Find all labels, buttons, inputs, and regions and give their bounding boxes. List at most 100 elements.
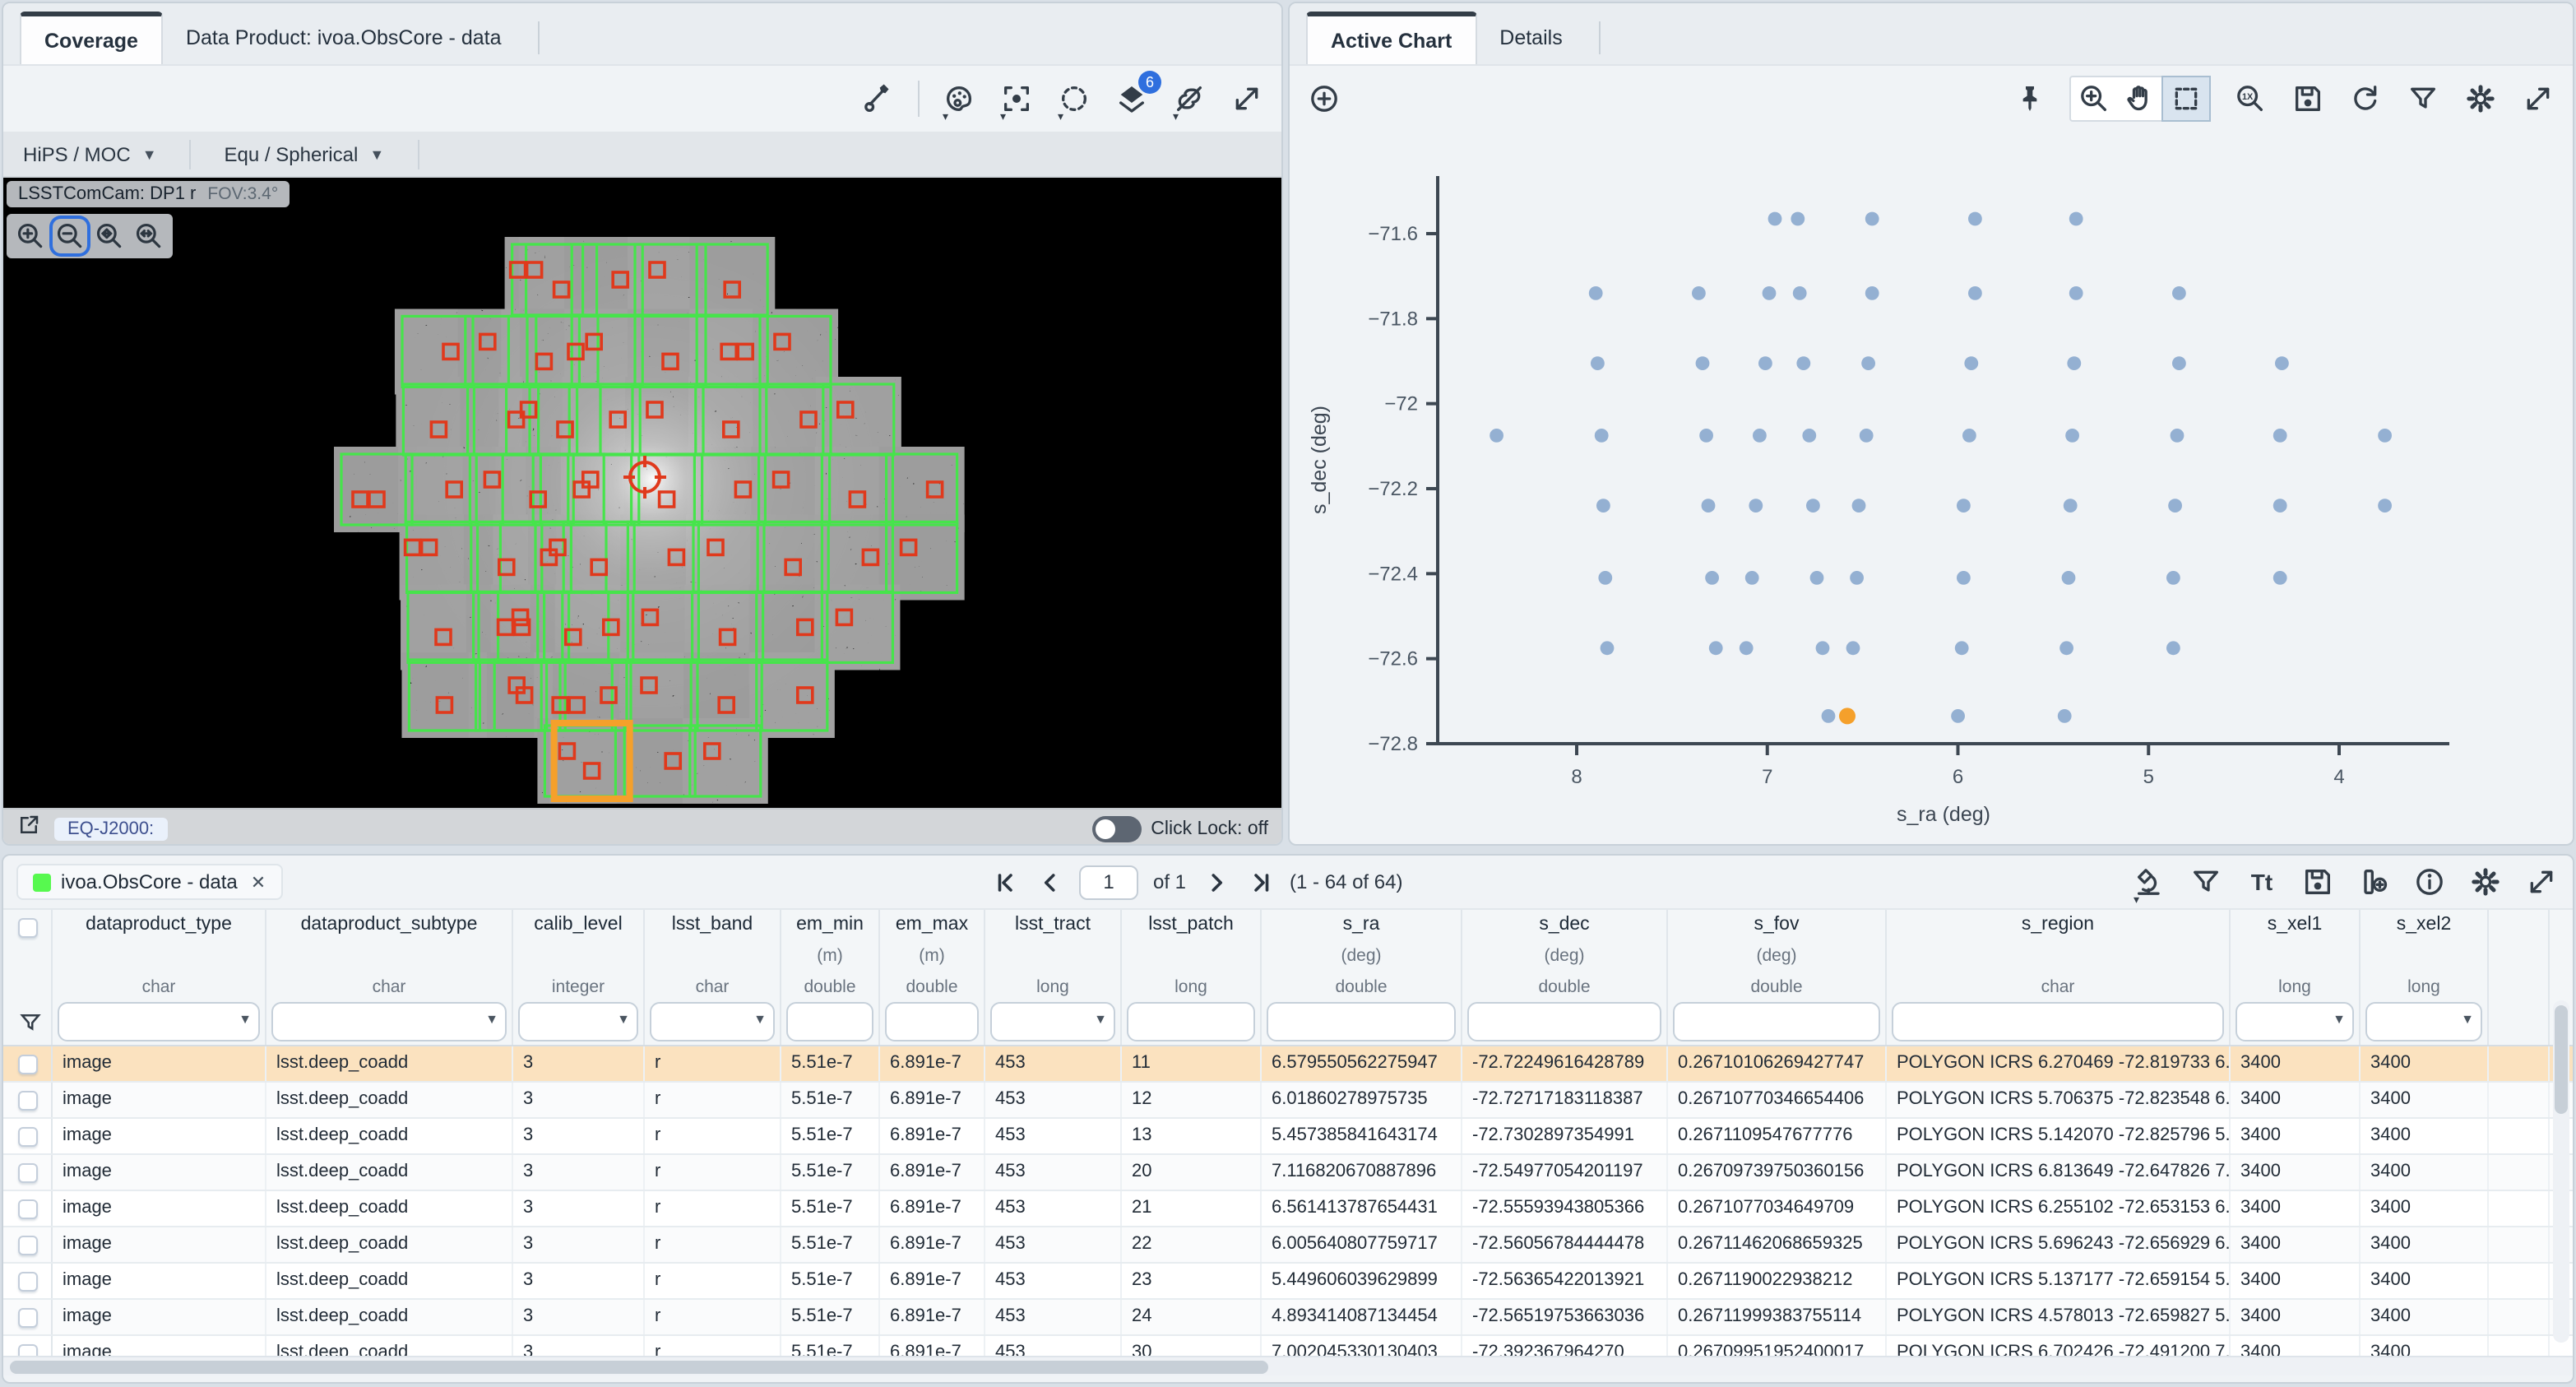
microscope-icon[interactable]: ▾ [2132,864,2168,900]
data-point[interactable] [1846,641,1860,655]
data-point[interactable] [1968,286,1982,300]
data-point[interactable] [2065,429,2079,443]
data-point[interactable] [1822,709,1836,723]
data-point[interactable] [2171,429,2185,443]
data-point[interactable] [2166,571,2180,585]
row-checkbox[interactable] [17,1090,37,1110]
zoom-fill-button[interactable] [132,219,166,253]
info-icon[interactable] [2412,864,2448,900]
filter-input-s_region[interactable] [1892,1002,2224,1041]
data-point[interactable] [2172,356,2186,370]
data-point[interactable] [1598,571,1612,585]
table-row[interactable]: imagelsst.deep_coadd3r5.51e-76.891e-7453… [3,1083,2573,1119]
table-row[interactable]: imagelsst.deep_coadd3r5.51e-76.891e-7453… [3,1300,2573,1336]
add-column-icon[interactable] [2356,864,2392,900]
refresh-chart-icon[interactable] [2347,81,2384,117]
prev-page-button[interactable] [1035,867,1064,897]
column-header-lsst_band[interactable]: lsst_band char [645,910,781,999]
data-point[interactable] [2069,286,2083,300]
data-point[interactable] [1709,641,1723,655]
data-point[interactable] [1968,212,1982,226]
data-point[interactable] [1957,571,1971,585]
filter-input-s_xel1[interactable] [2235,1002,2354,1041]
filter-input-lsst_band[interactable] [650,1002,775,1041]
expand-table-icon[interactable] [2523,864,2560,900]
data-point[interactable] [1865,212,1879,226]
data-point[interactable] [1957,499,1971,513]
data-point[interactable] [1601,641,1615,655]
close-table-icon[interactable]: ✕ [251,871,266,893]
chart-select-icon[interactable] [2163,77,2209,120]
column-header-lsst_patch[interactable]: lsst_patch long [1122,910,1262,999]
column-header-lsst_tract[interactable]: lsst_tract long [985,910,1122,999]
column-header-dataproduct_type[interactable]: dataproduct_type char [53,910,266,999]
circle-select-icon[interactable]: ▾ [1056,81,1092,117]
data-point[interactable] [2172,286,2186,300]
row-checkbox[interactable] [17,1126,37,1146]
expand-icon[interactable] [1229,81,1265,117]
filter-input-lsst_patch[interactable] [1127,1002,1255,1041]
horizontal-scroll-thumb[interactable] [10,1361,1268,1374]
vertical-scrollbar[interactable] [2553,1000,2569,1343]
data-point[interactable] [2064,499,2078,513]
data-point[interactable] [2069,212,2083,226]
chart-settings-icon[interactable] [2462,81,2499,117]
column-header-calib_level[interactable]: calib_level integer [513,910,645,999]
column-header-dataproduct_subtype[interactable]: dataproduct_subtype char [266,910,513,999]
data-point[interactable] [1793,286,1807,300]
row-checkbox[interactable] [17,1235,37,1255]
data-point[interactable] [2058,709,2072,723]
next-page-button[interactable] [1201,867,1230,897]
column-header-s_fov[interactable]: s_fov (deg) double [1668,910,1887,999]
data-point[interactable] [2166,641,2180,655]
data-point[interactable] [2273,429,2287,443]
scatter-chart[interactable]: 87654−71.6−71.8−72−72.2−72.4−72.6−72.8s_… [1290,132,2573,846]
row-checkbox[interactable] [17,1343,37,1356]
hips-moc-dropdown[interactable]: HiPS / MOC ▼ [23,142,157,165]
selected-data-point[interactable] [1839,707,1856,724]
data-point[interactable] [1852,499,1866,513]
data-point[interactable] [1860,429,1874,443]
table-row[interactable]: imagelsst.deep_coadd3r5.51e-76.891e-7453… [3,1046,2573,1083]
data-point[interactable] [2067,356,2081,370]
last-page-button[interactable] [1245,867,1275,897]
data-point[interactable] [1692,286,1706,300]
data-point[interactable] [1749,499,1763,513]
zoom-fit-button[interactable] [92,219,127,253]
data-point[interactable] [1753,429,1767,443]
tab-active-chart[interactable]: Active Chart [1306,12,1476,64]
column-header-s_dec[interactable]: s_dec (deg) double [1462,910,1668,999]
table-row[interactable]: imagelsst.deep_coadd3r5.51e-76.891e-7453… [3,1119,2573,1155]
data-point[interactable] [1596,499,1610,513]
expand-chart-icon[interactable] [2520,81,2556,117]
data-point[interactable] [2273,499,2287,513]
chart-zoom-original-icon[interactable]: 1X [2232,81,2268,117]
data-point[interactable] [2168,499,2182,513]
column-header-s_ra[interactable]: s_ra (deg) double [1262,910,1462,999]
filter-chart-icon[interactable] [2405,81,2441,117]
column-header-em_min[interactable]: em_min (m) double [781,910,880,999]
row-checkbox[interactable] [17,1162,37,1182]
data-point[interactable] [1595,429,1609,443]
data-point[interactable] [1861,356,1875,370]
zoom-in-button[interactable] [13,219,48,253]
coordinate-system-dropdown[interactable]: Equ / Spherical ▼ [225,142,385,165]
data-point[interactable] [1702,499,1716,513]
column-header-em_max[interactable]: em_max (m) double [880,910,985,999]
data-point[interactable] [1745,571,1759,585]
data-point[interactable] [1816,641,1830,655]
center-on-target-icon[interactable]: ▾ [998,81,1035,117]
filter-input-s_dec[interactable] [1467,1002,1661,1041]
data-point[interactable] [1791,212,1805,226]
data-point[interactable] [1591,356,1605,370]
filter-input-s_xel2[interactable] [2365,1002,2482,1041]
table-row[interactable]: imagelsst.deep_coadd3r5.51e-76.891e-7453… [3,1336,2573,1356]
sky-view[interactable]: LSSTComCam: DP1 r FOV:3.4° [3,178,1281,808]
data-point[interactable] [1763,286,1777,300]
save-chart-icon[interactable] [2290,81,2326,117]
save-table-icon[interactable] [2300,864,2336,900]
tab-coverage[interactable]: Coverage [20,12,163,64]
table-settings-icon[interactable] [2467,864,2504,900]
vertical-scroll-thumb[interactable] [2555,1005,2568,1114]
data-point[interactable] [1705,571,1719,585]
